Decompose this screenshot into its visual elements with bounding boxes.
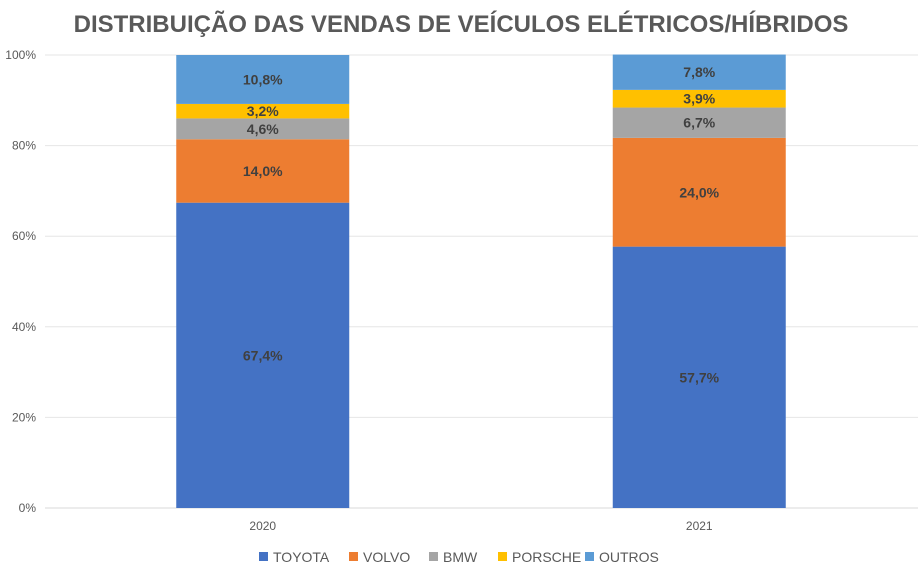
bar-segment-porsche-2020	[176, 103, 350, 119]
bar-segment-toyota-2020	[176, 202, 350, 509]
legend-item-volvo: VOLVO	[349, 549, 410, 565]
bar-segment-volvo-2021	[612, 137, 786, 247]
legend-item-outros: OUTROS	[585, 549, 659, 565]
y-axis: 0% 20% 40% 60% 80% 100%	[5, 48, 36, 515]
legend-item-bmw: BMW	[429, 549, 478, 565]
chart-title: DISTRIBUIÇÃO DAS VENDAS DE VEÍCULOS ELÉT…	[74, 10, 849, 38]
y-tick-label: 80%	[12, 139, 36, 153]
data-label: 67,4%	[243, 347, 283, 363]
data-label: 10,8%	[243, 71, 283, 87]
legend-item-toyota: TOYOTA	[259, 549, 330, 565]
y-tick-label: 0%	[19, 501, 37, 515]
legend-swatch	[259, 552, 268, 561]
y-tick-label: 40%	[12, 320, 36, 334]
y-tick-label: 60%	[12, 229, 36, 243]
gridlines	[45, 54, 918, 509]
x-axis: 2020 2021	[249, 519, 713, 533]
legend-item-porsche: PORSCHE	[498, 549, 581, 565]
legend-label: TOYOTA	[273, 549, 330, 565]
legend-swatch	[429, 552, 438, 561]
legend: TOYOTA VOLVO BMW PORSCHE OUTROS	[259, 549, 659, 565]
legend-swatch	[349, 552, 358, 561]
data-label: 57,7%	[679, 369, 719, 385]
data-label: 3,2%	[247, 103, 279, 119]
bar-segment-outros-2020	[176, 55, 350, 104]
bar-segment-porsche-2021	[612, 89, 786, 108]
data-label: 4,6%	[247, 121, 279, 137]
data-label: 14,0%	[243, 163, 283, 179]
bar-segment-bmw-2020	[176, 118, 350, 140]
data-label: 7,8%	[683, 64, 715, 80]
legend-label: BMW	[443, 549, 478, 565]
bar-segment-toyota-2021	[612, 246, 786, 508]
bar-segment-volvo-2020	[176, 139, 350, 203]
data-label: 24,0%	[679, 184, 719, 200]
legend-label: PORSCHE	[512, 549, 581, 565]
legend-swatch	[585, 552, 594, 561]
data-label: 6,7%	[683, 115, 715, 131]
bar-segment-outros-2021	[612, 54, 786, 90]
legend-swatch	[498, 552, 507, 561]
bars: 67,4% 14,0% 4,6% 3,2% 10,8% 57,7% 24,0% 6,7% 3,9…	[176, 54, 786, 509]
y-tick-label: 100%	[5, 48, 36, 62]
x-tick-label: 2021	[686, 519, 713, 533]
legend-label: VOLVO	[363, 549, 410, 565]
y-tick-label: 20%	[12, 410, 36, 424]
legend-label: OUTROS	[599, 549, 659, 565]
bar-segment-bmw-2021	[612, 107, 786, 138]
x-tick-label: 2020	[249, 519, 276, 533]
data-label: 3,9%	[683, 91, 715, 107]
